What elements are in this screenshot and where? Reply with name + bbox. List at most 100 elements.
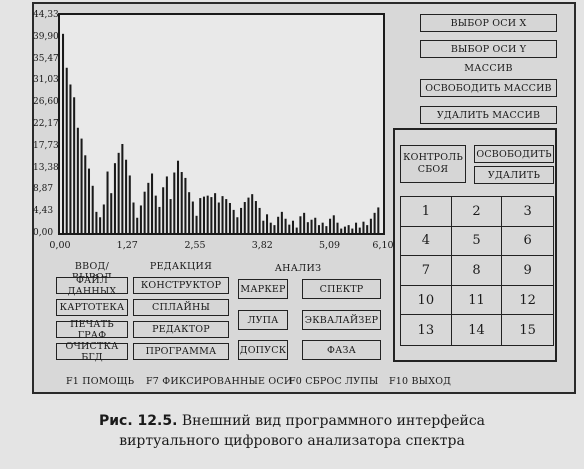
spectrum-bar	[76, 127, 79, 233]
spectrum-bar	[280, 211, 283, 233]
numpad-key[interactable]: 4	[401, 226, 452, 257]
program-button[interactable]: ПРОГРАММА	[133, 343, 229, 360]
spectrum-bar	[214, 193, 217, 233]
spectrum-bar	[325, 226, 328, 233]
delete-array-button[interactable]: УДАЛИТЬ МАССИВ	[420, 106, 557, 124]
channel-numpad: 1 2 3 4 5 6 7 8 9 10 11 12 13 14 15	[400, 196, 554, 346]
spectrum-bar	[73, 97, 76, 234]
x-tick-label: 6,10	[372, 240, 394, 251]
spectrum-bar	[128, 175, 131, 233]
spectrum-bar	[355, 222, 358, 233]
data-file-button[interactable]: ФАЙЛ ДАННЫХ	[56, 275, 128, 297]
release-button[interactable]: ОСВОБОДИТЬ	[474, 145, 554, 163]
select-x-axis-button[interactable]: ВЫБОР ОСИ X	[420, 14, 557, 32]
spectrum-bar	[258, 207, 261, 233]
numpad-key[interactable]: 1	[401, 197, 452, 227]
y-tick-label: 39,90	[33, 31, 59, 42]
print-graph-button[interactable]: ПЕЧАТЬ ГРАФ	[56, 319, 128, 341]
fault-control-button[interactable]: КОНТРОЛЬ СБОЯ	[400, 145, 466, 183]
select-y-axis-button[interactable]: ВЫБОР ОСИ Y	[420, 40, 557, 58]
status-exit[interactable]: F10 ВЫХОД	[389, 376, 452, 387]
spectrum-button[interactable]: СПЕКТР	[302, 279, 381, 299]
clear-db-button[interactable]: ОЧИСТКА БГД	[56, 341, 128, 363]
spectrum-bar	[366, 225, 369, 233]
spectrum-bar	[266, 214, 269, 233]
spectrum-bar	[362, 221, 365, 233]
equalizer-button[interactable]: ЭКВАЛАЙЗЕР	[302, 310, 381, 330]
numpad-key[interactable]: 5	[451, 226, 503, 257]
numpad-key[interactable]: 7	[401, 256, 452, 286]
spectrum-bar	[151, 173, 154, 233]
figure-number: Рис. 12.5.	[98, 413, 178, 429]
spectrum-bar	[340, 228, 343, 233]
numpad-key[interactable]: 10	[401, 285, 452, 316]
remove-button[interactable]: УДАЛИТЬ	[474, 166, 554, 184]
spectrum-bar	[188, 192, 191, 233]
spectrum-bar	[247, 197, 250, 233]
x-tick-label: 2,55	[184, 240, 206, 251]
spectrum-bars	[62, 33, 380, 234]
numpad-key[interactable]: 2	[451, 197, 503, 227]
numpad-key[interactable]: 13	[401, 315, 452, 345]
spectrum-bar	[165, 176, 168, 233]
spectrum-bar	[295, 227, 298, 233]
analysis-group-title: АНАЛИЗ	[274, 263, 322, 274]
x-tick-label: 5,09	[318, 240, 341, 251]
spectrum-bar	[199, 198, 202, 233]
constructor-button[interactable]: КОНСТРУКТОР	[133, 277, 229, 294]
y-tick-label: 31,03	[33, 75, 59, 86]
status-help[interactable]: F1 ПОМОЩЬ	[66, 376, 135, 387]
spectrum-bar	[176, 160, 180, 233]
figure-caption-line1: Рис. 12.5. Внешний вид программного инте…	[0, 412, 584, 431]
y-tick-label: 13,38	[33, 162, 59, 173]
free-array-button[interactable]: ОСВОБОДИТЬ МАССИВ	[420, 79, 557, 97]
spectrum-bar	[217, 202, 220, 233]
numpad-key[interactable]: 12	[502, 286, 553, 316]
spectrum-bar	[317, 225, 320, 233]
marker-button[interactable]: МАРКЕР	[238, 279, 288, 299]
magnifier-button[interactable]: ЛУПА	[238, 310, 288, 330]
spectrum-bar	[251, 194, 254, 233]
spectrum-bar	[321, 222, 324, 233]
status-reset-magnifier[interactable]: F0 СБРОС ЛУПЫ	[289, 376, 379, 387]
numpad-key[interactable]: 9	[502, 256, 553, 286]
numpad-key[interactable]: 15	[519, 322, 536, 338]
spectrum-bar	[132, 202, 135, 233]
numpad-key[interactable]: 8	[451, 256, 503, 286]
spectrum-bar	[232, 209, 235, 233]
y-tick-label: 0,00	[33, 228, 54, 238]
y-tick-label: 26,60	[33, 97, 59, 108]
tolerance-button[interactable]: ДОПУСК	[238, 340, 288, 360]
numpad-key[interactable]: 14	[452, 315, 503, 345]
spectrum-bar	[206, 195, 209, 233]
spectrum-bar	[369, 218, 372, 233]
spectrum-bar	[158, 206, 161, 233]
status-fixed-axes[interactable]: F7 ФИКСИРОВАННЫЕ ОСИ	[146, 376, 293, 387]
spectrum-bar	[299, 216, 302, 233]
phase-button[interactable]: ФАЗА	[302, 340, 381, 360]
edit-group-title: РЕДАКЦИЯ	[149, 261, 213, 272]
numpad-key[interactable]: 3	[502, 197, 553, 227]
y-tick-label: 44,33	[33, 10, 59, 20]
spectrum-bar	[273, 225, 276, 233]
spectrum-bar	[117, 152, 120, 233]
x-tick-label: 1,27	[116, 240, 138, 251]
spectrum-bar	[91, 185, 94, 233]
y-tick-label: 22,17	[33, 119, 59, 129]
spectrum-bar	[147, 182, 150, 233]
spectrum-bar	[180, 172, 183, 233]
numpad-key[interactable]: 6	[502, 227, 553, 257]
spectrum-bar	[288, 224, 291, 233]
splines-button[interactable]: СПЛАЙНЫ	[133, 299, 229, 316]
spectrum-bar	[154, 195, 157, 233]
spectrum-bar	[95, 211, 98, 233]
card-index-button[interactable]: КАРТОТЕКА	[56, 299, 128, 316]
spectrum-bar	[110, 193, 113, 233]
numpad-key[interactable]: 11	[451, 285, 503, 316]
spectrum-bar	[262, 220, 265, 233]
spectrum-bar	[373, 212, 376, 233]
spectrum-bar	[87, 168, 91, 233]
editor-button[interactable]: РЕДАКТОР	[133, 321, 229, 338]
spectrum-bar	[310, 219, 313, 233]
spectrum-bar	[291, 220, 295, 233]
